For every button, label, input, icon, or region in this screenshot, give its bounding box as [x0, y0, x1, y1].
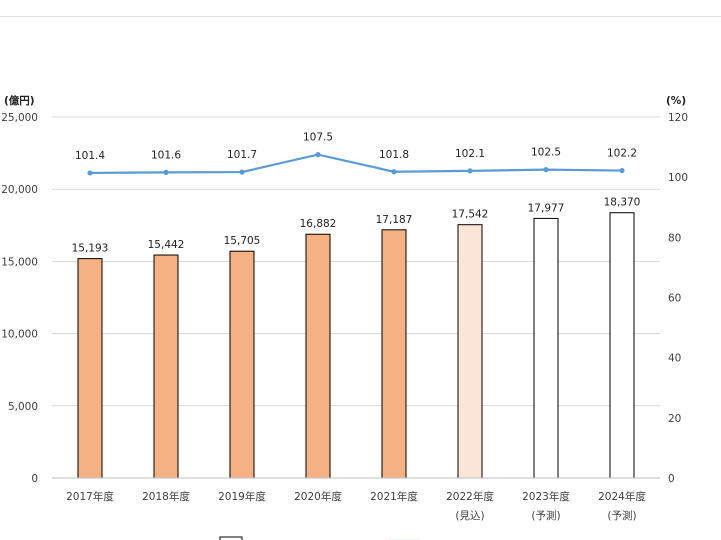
right-tick-label: 40: [668, 353, 681, 365]
line-path: [89, 153, 623, 175]
line-point: [543, 167, 549, 173]
x-tick-label: 2017年度: [66, 490, 114, 503]
right-tick-label: 0: [668, 473, 675, 485]
line-point: [467, 168, 473, 174]
right-tick-label: 100: [668, 172, 688, 184]
bar-value-label: 17,977: [528, 202, 565, 214]
legend-bar-swatch: [219, 536, 243, 540]
line-series: [87, 152, 625, 176]
left-tick-label: 15,000: [1, 256, 38, 268]
line-point: [239, 169, 245, 175]
x-tick-label: 2019年度: [218, 490, 266, 503]
x-tick-label: 2024年度: [598, 490, 646, 503]
line-value-label: 101.8: [379, 149, 409, 161]
x-tick-label: 2022年度: [446, 490, 494, 503]
line-point: [163, 169, 169, 175]
bar-value-label: 17,187: [376, 214, 413, 226]
line-value-label: 102.1: [455, 148, 485, 160]
line-value-label: 101.6: [151, 149, 181, 161]
line-point: [315, 152, 321, 158]
line-value-label: 107.5: [303, 132, 333, 144]
line-value-label: 101.7: [227, 149, 257, 161]
bar-value-label: 15,442: [148, 239, 185, 251]
left-tick-label: 10,000: [1, 329, 38, 341]
line-value-label: 102.5: [531, 147, 561, 159]
bar: [609, 212, 635, 479]
bar: [305, 233, 331, 479]
axes: 0 5,000 10,000 15,000 20,000 25,000 0 20 40 60 80 1…: [1, 112, 688, 522]
bar: [77, 258, 103, 479]
bar: [457, 224, 483, 479]
gridlines: [52, 116, 660, 407]
legend: [219, 536, 420, 540]
x-tick-label: 2023年度: [522, 490, 570, 503]
right-tick-label: 80: [668, 232, 681, 244]
right-tick-label: 20: [668, 413, 681, 425]
x-tick-label: 2021年度: [370, 490, 418, 503]
line-point: [391, 169, 397, 175]
x-tick-sublabel: (予測): [531, 509, 560, 522]
bar: [153, 254, 179, 479]
x-tick-sublabel: (予測): [607, 509, 636, 522]
bar-value-label: 15,705: [224, 235, 261, 247]
bar-value-label: 18,370: [604, 197, 641, 209]
x-tick-label: 2020年度: [294, 490, 342, 503]
right-tick-label: 60: [668, 293, 681, 305]
bar-value-label: 15,193: [72, 243, 109, 255]
left-tick-label: 5,000: [8, 401, 38, 413]
bar: [533, 217, 559, 479]
line-point: [619, 167, 625, 174]
right-axis-unit: (%): [666, 95, 686, 107]
line-value-label: 101.4: [75, 150, 105, 162]
top-divider: [0, 16, 721, 17]
x-tick-label: 2018年度: [142, 490, 190, 503]
bar-series: [77, 212, 635, 479]
line-point: [87, 170, 93, 176]
bar-value-label: 16,882: [300, 218, 337, 230]
left-tick-label: 25,000: [1, 112, 38, 124]
left-tick-label: 0: [31, 473, 38, 485]
data-labels: 15,193 15,442 15,705 16,882 17,187 17,542 17,9…: [72, 132, 641, 255]
left-tick-label: 20,000: [1, 184, 38, 196]
bar-value-label: 17,542: [452, 209, 489, 221]
bar: [381, 229, 407, 479]
line-value-label: 102.2: [607, 148, 637, 160]
left-axis-unit: (億円): [4, 94, 35, 107]
right-tick-label: 120: [668, 112, 688, 124]
x-tick-sublabel: (見込): [455, 510, 484, 522]
bar: [229, 250, 255, 479]
